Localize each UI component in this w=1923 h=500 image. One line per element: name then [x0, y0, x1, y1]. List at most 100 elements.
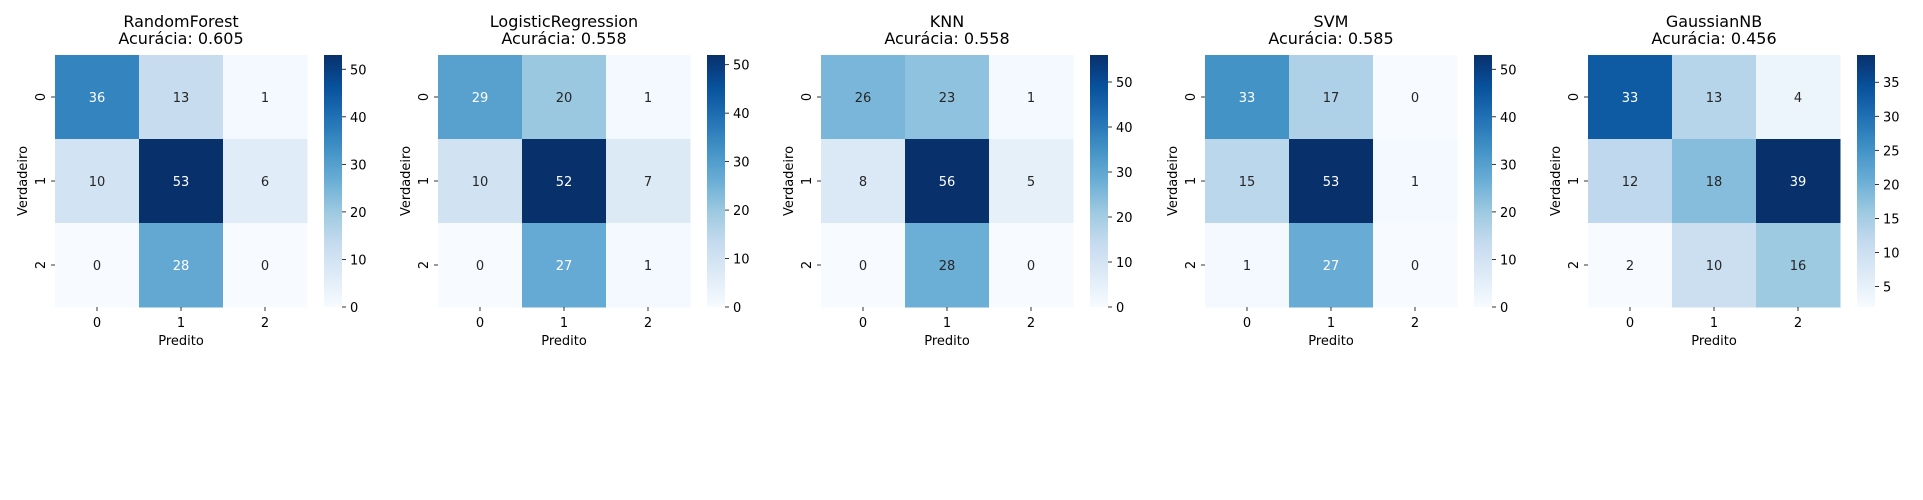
cell-value-label: 18 [1706, 175, 1723, 190]
heatmap-cell [905, 223, 990, 308]
heatmap-cell [55, 55, 140, 140]
colorbar-tick-label: 20 [350, 206, 367, 221]
cell-value-label: 56 [939, 175, 956, 190]
colorbar-tick-label: 30 [1500, 158, 1517, 173]
x-tick-label: 1 [943, 316, 951, 331]
y-tick-label: 1 [34, 177, 49, 185]
cell-value-label: 0 [1411, 91, 1419, 106]
x-tick-label: 1 [177, 316, 185, 331]
colorbar-tick-label: 50 [1116, 76, 1133, 91]
colorbar-tick-label: 40 [733, 107, 750, 122]
heatmap-cell [1588, 139, 1673, 224]
cell-value-label: 1 [1027, 91, 1035, 106]
cell-value-label: 6 [261, 175, 269, 190]
cell-value-label: 1 [644, 259, 652, 274]
cell-value-label: 10 [89, 175, 106, 190]
cell-value-label: 0 [1411, 259, 1419, 274]
heatmap-cell [1756, 55, 1841, 140]
y-tick-label: 2 [800, 261, 815, 269]
x-axis-label: Predito [541, 334, 587, 349]
cell-value-label: 16 [1790, 259, 1807, 274]
cell-value-label: 33 [1622, 91, 1639, 106]
x-tick-label: 2 [1411, 316, 1419, 331]
x-tick-label: 1 [560, 316, 568, 331]
colorbar-tick-label: 0 [350, 301, 358, 316]
y-tick-label: 1 [800, 177, 815, 185]
y-tick-label: 1 [1567, 177, 1582, 185]
chart-subtitle: Acurácia: 0.456 [1651, 29, 1776, 48]
chart-subtitle: Acurácia: 0.558 [501, 29, 626, 48]
cell-value-label: 1 [261, 91, 269, 106]
x-tick-label: 1 [1327, 316, 1335, 331]
colorbar-tick-label: 0 [1116, 301, 1124, 316]
cell-value-label: 27 [556, 259, 573, 274]
x-tick-label: 0 [93, 316, 101, 331]
heatmap-cell [606, 223, 691, 308]
heatmap-cell [1672, 223, 1757, 308]
y-axis-label: Verdadeiro [399, 146, 414, 216]
colorbar [1090, 55, 1108, 307]
y-tick-label: 1 [1184, 177, 1199, 185]
y-axis-label: Verdadeiro [16, 146, 31, 216]
x-tick-label: 0 [1243, 316, 1251, 331]
heatmap-cell [1672, 55, 1757, 140]
heatmap-cell [1756, 223, 1841, 308]
x-tick-label: 0 [859, 316, 867, 331]
heatmap-cell [905, 55, 990, 140]
heatmap-cell [139, 223, 224, 308]
colorbar-tick-label: 30 [733, 156, 750, 171]
y-tick-label: 0 [1567, 93, 1582, 101]
colorbar-tick-label: 30 [1116, 166, 1133, 181]
colorbar-tick-label: 10 [733, 253, 750, 268]
cell-value-label: 2 [1626, 259, 1634, 274]
cell-value-label: 28 [173, 259, 190, 274]
cell-value-label: 1 [1411, 175, 1419, 190]
colorbar-tick-label: 10 [350, 253, 367, 268]
cell-value-label: 1 [644, 91, 652, 106]
chart-title: SVM [1314, 12, 1349, 31]
x-axis-label: Predito [1691, 334, 1737, 349]
y-tick-label: 0 [34, 93, 49, 101]
y-tick-label: 0 [800, 93, 815, 101]
colorbar-tick-label: 40 [1116, 121, 1133, 136]
heatmap-cell [438, 139, 523, 224]
heatmap-cell [989, 55, 1074, 140]
y-tick-label: 2 [1184, 261, 1199, 269]
cell-value-label: 17 [1323, 91, 1340, 106]
cell-value-label: 15 [1239, 175, 1256, 190]
chart-title: RandomForest [123, 12, 238, 31]
cell-value-label: 26 [855, 91, 872, 106]
cell-value-label: 0 [261, 259, 269, 274]
cell-value-label: 53 [1323, 175, 1340, 190]
x-tick-label: 0 [476, 316, 484, 331]
cell-value-label: 0 [859, 259, 867, 274]
heatmap-cell [1588, 223, 1673, 308]
cell-value-label: 27 [1323, 259, 1340, 274]
colorbar-tick-label: 40 [350, 111, 367, 126]
heatmap-cell [223, 55, 308, 140]
heatmap-cell [1373, 55, 1458, 140]
x-axis-label: Predito [158, 334, 204, 349]
colorbar-tick-label: 15 [1883, 212, 1900, 227]
y-axis-label: Verdadeiro [782, 146, 797, 216]
cell-value-label: 36 [89, 91, 106, 106]
cell-value-label: 0 [1027, 259, 1035, 274]
colorbar-tick-label: 30 [350, 158, 367, 173]
cell-value-label: 4 [1794, 91, 1802, 106]
x-axis-label: Predito [1308, 334, 1354, 349]
x-tick-label: 2 [261, 316, 269, 331]
chart-title: KNN [930, 12, 964, 31]
colorbar [707, 55, 725, 307]
x-tick-label: 1 [1710, 316, 1718, 331]
colorbar-tick-label: 5 [1883, 281, 1891, 296]
heatmap-cell [1756, 139, 1841, 224]
cell-value-label: 39 [1790, 175, 1807, 190]
cell-value-label: 13 [173, 91, 190, 106]
colorbar [1474, 55, 1492, 307]
colorbar-tick-label: 40 [1500, 111, 1517, 126]
x-axis-label: Predito [924, 334, 970, 349]
x-tick-label: 2 [1027, 316, 1035, 331]
